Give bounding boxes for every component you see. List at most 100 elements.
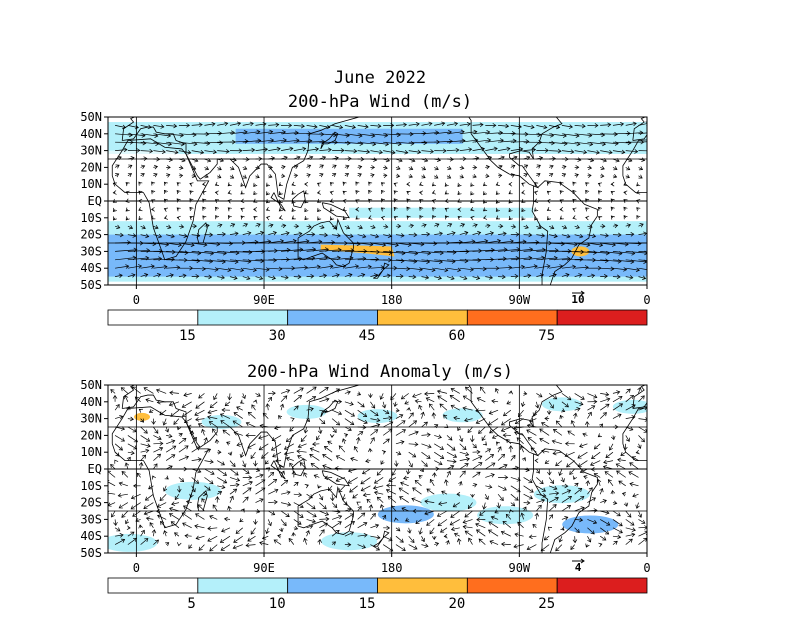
wind-vector-head [202,190,207,195]
wind-vector-head [574,482,579,487]
wind-vector-head [552,429,558,433]
wind-vector [207,535,218,542]
wind-vector [242,167,247,170]
wind-vector-head [243,165,248,171]
wind-vector-head [611,435,616,441]
wind-vector-head [500,530,505,535]
wind-vector-head [304,190,309,195]
wind-vector-head [585,189,590,195]
wind-vector-head [550,479,555,484]
wind-vector-head [151,181,156,186]
wind-vector-head [534,207,539,212]
wind-vector [408,420,417,428]
wind-vector-head [144,273,149,278]
wind-vector [349,485,358,493]
wind-vector-head [154,225,159,230]
wind-vector [489,426,499,434]
wind-vector-head [533,198,539,203]
wind-vector [121,387,129,394]
wind-vector-head [393,190,398,195]
wind-vector [242,481,253,487]
wind-vector-head [305,530,310,535]
wind-vector-head [266,467,271,472]
wind-vector-head [371,404,376,409]
wind-vector-head [444,182,449,187]
wind-vector [459,267,474,271]
wind-vector-head [514,274,519,279]
wind-vector-head [376,471,381,476]
wind-vector [600,519,610,526]
wind-vector-head [322,505,327,510]
wind-vector-head [233,275,238,280]
wind-vector-head [371,224,376,230]
wind-vector-head [252,267,257,273]
wind-vector-head [168,402,173,407]
wind-vector-head [535,240,540,245]
wind-vector-head [637,241,642,246]
wind-vector-head [324,408,329,414]
wind-vector [319,518,329,520]
wind-vector-head [300,437,305,442]
wind-vector-head [519,146,524,152]
wind-vector [124,395,129,402]
wind-vector-head [422,223,427,228]
wind-vector-head [418,404,423,409]
wind-vector-head [204,166,210,171]
wind-vector-head [221,407,226,413]
wind-vector [357,409,367,417]
wind-vector [166,234,175,238]
wind-vector [319,409,328,412]
wind-vector [140,258,162,261]
wind-vector-head [403,122,408,128]
wind-vector-head [513,544,518,549]
wind-vector-head [184,455,189,460]
wind-vector-head [382,514,387,519]
wind-vector-head [291,215,296,220]
wind-vector-head [480,146,486,152]
wind-vector-head [651,241,654,245]
wind-vector-head [497,238,502,244]
wind-vector [600,267,614,270]
wind-vector [516,437,524,445]
wind-vector [434,251,457,253]
wind-vector [125,519,129,524]
wind-vector [306,525,313,529]
jet-max-region [320,244,395,257]
wind-vector [280,395,288,403]
wind-vector [459,232,468,235]
wind-vector [108,471,116,478]
wind-vector [468,538,473,545]
wind-vector-head [220,461,225,466]
wind-vector-head [312,386,317,391]
wind-vector [143,502,154,509]
wind-vector-head [219,140,224,146]
wind-vector [344,125,356,128]
wind-vector [383,417,392,419]
wind-vector [638,510,642,518]
wind-vector [498,267,512,269]
wind-vector-head [120,387,125,392]
wind-vector-head [605,403,610,408]
wind-vector-head [551,140,555,146]
wind-vector-head [229,241,234,246]
wind-vector-head [173,123,178,129]
wind-vector-head [127,240,131,245]
wind-vector [258,435,269,439]
wind-vector-head [240,267,245,273]
wind-vector [561,401,569,408]
wind-vector-head [617,457,622,463]
wind-vector [638,426,647,433]
wind-vector-head [521,182,526,187]
wind-vector-head [120,538,126,543]
wind-vector [638,267,647,270]
wind-vector [114,443,123,451]
wind-vector [510,248,533,252]
wind-vector-head [176,542,182,547]
wind-vector [638,443,641,449]
wind-vector [465,386,473,394]
wind-vector-head [231,130,235,135]
wind-vector-head [299,387,304,392]
wind-vector [217,485,225,488]
wind-vector [415,519,422,524]
wind-vector [477,397,486,403]
